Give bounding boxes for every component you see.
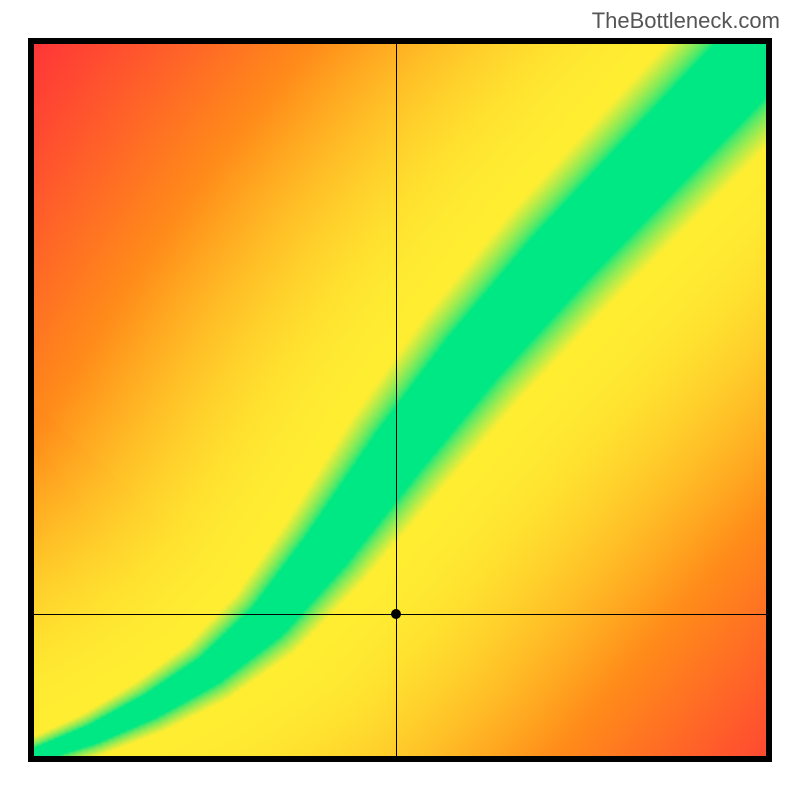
heatmap-plot — [28, 38, 772, 762]
crosshair-vertical — [396, 38, 397, 762]
marker-dot — [391, 609, 401, 619]
watermark-text: TheBottleneck.com — [592, 8, 780, 34]
heatmap-canvas — [34, 44, 766, 756]
